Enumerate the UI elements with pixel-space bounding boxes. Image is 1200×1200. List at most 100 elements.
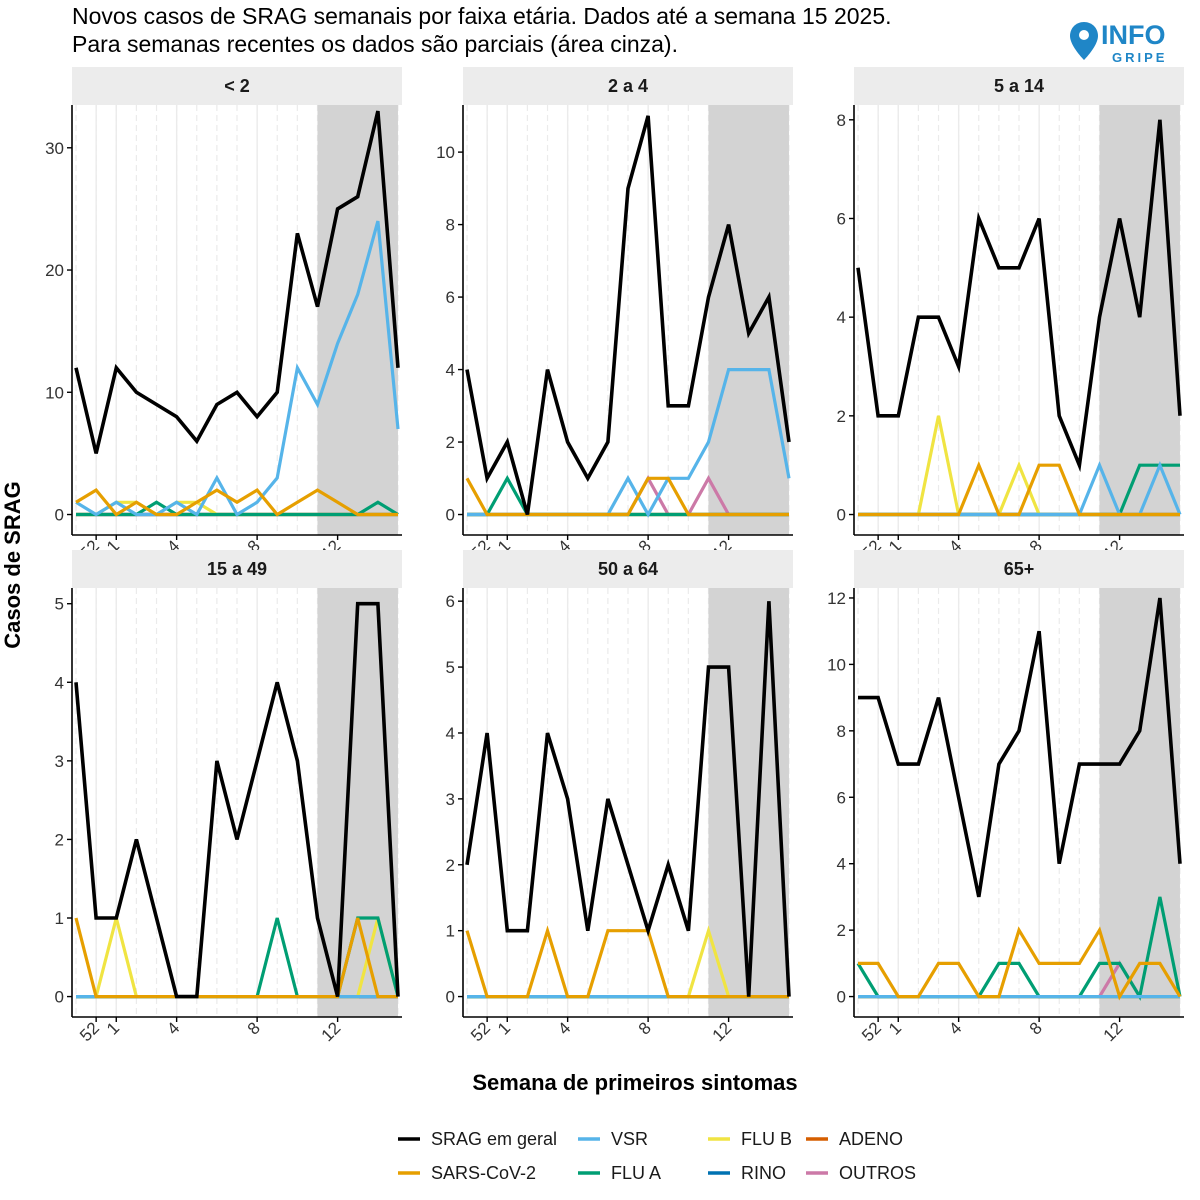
panel-strip [72,67,402,105]
y-tick-label: 3 [55,752,64,771]
pin-dot [1079,30,1089,40]
panel-strip [72,550,402,588]
x-tick-label: 12 [1100,1018,1127,1045]
y-tick-label: 0 [55,506,64,525]
y-tick-label: 1 [446,922,455,941]
x-tick-label: 4 [554,1018,574,1038]
legend-item-flua: FLU A [578,1163,661,1183]
series-group [856,119,1182,517]
legend: SRAG em geral SARS-CoV-2 VSR FLU A FLU B RINO… [398,1129,916,1183]
legend-label: RINO [741,1163,786,1183]
y-tick-label: 12 [827,589,846,608]
panel-strip [854,67,1184,105]
series-group [856,597,1182,1001]
logo-subword: GRIPE [1112,50,1167,65]
series-line-geral [74,601,400,999]
panel-strip-label: 15 a 49 [207,559,267,579]
panel-strip-label: < 2 [224,76,250,96]
y-tick-label: 0 [55,988,64,1007]
y-tick-label: 10 [827,655,846,674]
legend-item-geral: SRAG em geral [398,1129,557,1149]
legend-item-vsr: VSR [578,1129,648,1149]
y-tick-label: 5 [55,595,64,614]
y-tick-label: 30 [45,139,64,158]
series-line-sars [858,460,1180,517]
legend-item-sars: SARS-CoV-2 [398,1163,536,1183]
legend-label: FLU A [611,1163,661,1183]
x-tick-label: 1 [885,1018,905,1038]
y-tick-label: 0 [446,988,455,1007]
legend-item-outros: OUTROS [806,1163,916,1183]
partial-data-region [708,588,789,1017]
series-line-vsr [75,220,400,517]
x-tick-label: 8 [635,1018,655,1038]
logo-wordmark: INFO [1101,20,1166,50]
x-tick-label: 52 [76,1018,103,1045]
legend-label: VSR [611,1129,648,1149]
partial-data-region [1099,588,1180,1017]
y-axis-title: Casos de SRAG [0,481,25,649]
series-group [74,110,400,517]
y-tick-label: 2 [837,921,846,940]
partial-data-region [708,105,789,535]
legend-label: SRAG em geral [431,1129,557,1149]
x-tick-label: 52 [467,1018,494,1045]
panel-5: 65+ 0 2 4 6 8 10 12 52 1 4 8 12 [827,550,1184,1045]
legend-item-rino: RINO [708,1163,786,1183]
chart-title-line-1: Novos casos de SRAG semanais por faixa e… [72,3,892,29]
series-group [465,115,791,518]
y-tick-label: 5 [446,658,455,677]
series-line-sars [465,925,789,999]
y-tick-label: 8 [446,216,455,235]
series-line-sars [75,488,398,517]
x-tick-label: 1 [494,1018,514,1038]
panel-strip-label: 2 a 4 [608,76,648,96]
series-line-geral [858,597,1182,898]
partial-data-region [1099,105,1180,535]
y-tick-label: 4 [446,724,455,743]
series-line-geral [465,115,791,515]
x-tick-label: 52 [858,1018,885,1045]
x-tick-label: 8 [244,1018,264,1038]
series-line-geral [856,119,1182,473]
series-line-sars [74,917,398,999]
y-tick-label: 0 [446,506,455,525]
series-line-geral [74,110,400,454]
legend-item-adeno: ADENO [806,1129,903,1149]
panel-strip [854,550,1184,588]
y-tick-label: 0 [837,988,846,1007]
y-tick-label: 2 [837,407,846,426]
series-line-geral [465,601,791,997]
panel-strip-label: 65+ [1004,559,1035,579]
y-tick-label: 6 [446,592,455,611]
y-tick-label: 3 [446,790,455,809]
chart-title-line-2: Para semanas recentes os dados são parci… [72,31,678,57]
legend-label: FLU B [741,1129,792,1149]
series-group [74,601,400,999]
y-tick-label: 20 [45,261,64,280]
x-tick-label: 12 [709,1018,736,1045]
x-tick-label: 8 [1026,1018,1046,1038]
y-tick-label: 6 [837,788,846,807]
panel-strip-label: 5 a 14 [994,76,1044,96]
series-line-sars [858,926,1182,1001]
y-tick-label: 2 [55,830,64,849]
x-tick-label: 4 [163,1018,183,1038]
y-tick-label: 6 [446,288,455,307]
y-tick-label: 10 [45,383,64,402]
x-tick-label: 12 [318,1018,345,1045]
x-axis-title: Semana de primeiros sintomas [472,1070,797,1095]
legend-label: ADENO [839,1129,903,1149]
y-tick-label: 8 [837,722,846,741]
x-tick-label: 4 [945,1018,965,1038]
panel-strip [463,550,793,588]
y-tick-label: 2 [446,433,455,452]
y-tick-label: 4 [837,855,846,874]
series-line-sars [465,476,789,517]
